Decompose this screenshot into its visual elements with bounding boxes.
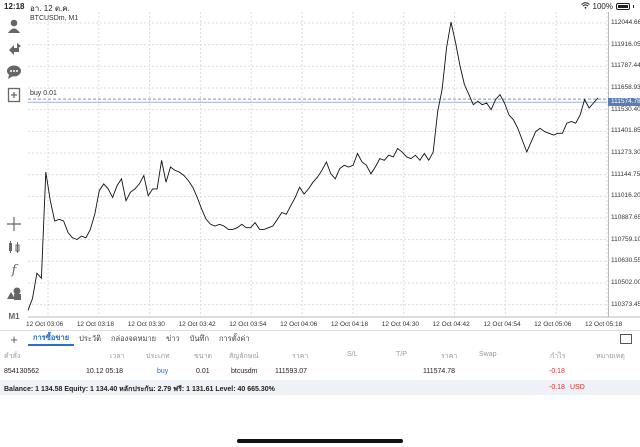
header-type: ประเภท — [146, 353, 170, 360]
x-tick-label: 12 Oct 05:18 — [585, 321, 623, 328]
balance-summary: Balance: 1 134.58 Equity: 1 134.40 หลักป… — [4, 386, 275, 393]
candles-icon[interactable] — [5, 238, 23, 256]
panel-layout-icon[interactable] — [620, 334, 632, 344]
tab-journal[interactable]: บันทึก — [189, 334, 210, 343]
battery-icon — [616, 3, 630, 10]
x-tick-label: 12 Oct 04:30 — [381, 321, 419, 328]
x-tick-label: 12 Oct 05:06 — [534, 321, 572, 328]
tab-trade[interactable]: การซื้อขาย — [28, 332, 75, 346]
order-current-price: 111574.78 — [423, 368, 456, 375]
status-right: 100% — [580, 2, 634, 11]
x-tick-label: 12 Oct 03:42 — [178, 321, 216, 328]
balance-profit: -0.18 — [549, 384, 565, 391]
header-price: ราคา — [441, 353, 458, 360]
left-toolbar: f M1 — [0, 12, 28, 330]
y-tick-label: 110373.45 — [611, 300, 640, 308]
battery-percent: 100% — [592, 2, 613, 11]
y-tick-label: 110759.10 — [611, 235, 640, 243]
y-tick-label: 111016.20 — [611, 192, 640, 200]
wifi-icon — [580, 2, 590, 11]
objects-icon[interactable] — [5, 284, 23, 302]
y-tick-label: 111787.44 — [611, 62, 640, 70]
header-sl: S/L — [347, 351, 358, 358]
header-tp: T/P — [396, 351, 407, 358]
x-tick-label: 12 Oct 03:54 — [229, 321, 267, 328]
account-icon[interactable] — [5, 17, 23, 35]
y-tick-label: 111658.93 — [611, 84, 640, 91]
tab-mailbox[interactable]: กล่องจดหมาย — [111, 334, 157, 343]
status-time: 12:18 — [4, 2, 25, 11]
y-tick-label: 111273.30 — [611, 148, 640, 156]
price-chart[interactable] — [0, 0, 640, 330]
tab-history[interactable]: ประวัติ — [79, 334, 102, 343]
balance-currency: USD — [570, 384, 585, 391]
crosshair-icon[interactable] — [5, 215, 23, 233]
order-size: 0.01 — [196, 368, 210, 375]
x-tick-label: 12 Oct 03:06 — [26, 321, 64, 328]
header-order: คำสั่ง — [4, 353, 21, 360]
header-swap: Swap — [479, 351, 497, 358]
price-axis — [608, 12, 640, 317]
y-tick-label: 112044.66 — [611, 19, 640, 26]
y-tick-label: 110502.00 — [611, 278, 640, 286]
bottom-tabs: + การซื้อขาย ประวัติ กล่องจดหมาย ข่าว บั… — [0, 330, 640, 347]
tab-news[interactable]: ข่าว — [166, 334, 180, 343]
y-tick-label: 111530.40 — [611, 105, 640, 113]
x-tick-label: 12 Oct 04:18 — [330, 321, 369, 328]
home-indicator — [237, 439, 403, 443]
header-profit: กำไร — [550, 353, 566, 360]
x-tick-label: 12 Oct 03:30 — [127, 321, 165, 328]
buy-line-label: buy 0.01 — [30, 90, 57, 98]
x-tick-label: 12 Oct 04:06 — [280, 321, 318, 328]
order-symbol: btcusdm — [231, 368, 258, 375]
table-header: คำสั่ง เวลา ประเภท ขนาด สัญลักษณ์ ราคา S… — [0, 348, 640, 362]
tab-settings[interactable]: การตั้งค่า — [219, 334, 250, 343]
y-tick-label: 111916.05 — [611, 40, 640, 48]
timeframe-m1-button[interactable]: M1 — [8, 311, 20, 321]
indicators-icon[interactable]: f — [11, 262, 17, 278]
order-id: 854130562 — [4, 368, 40, 375]
balance-bar: Balance: 1 134.58 Equity: 1 134.40 หลักป… — [0, 380, 640, 395]
order-time: 10.12 05:18 — [86, 368, 123, 375]
table-row[interactable]: 854130562 10.12 05:18 buy 0.01 btcusdm 1… — [0, 365, 640, 379]
x-tick-label: 12 Oct 04:42 — [432, 321, 470, 328]
price-line-series — [27, 22, 599, 311]
order-type: buy — [157, 368, 169, 375]
trade-arrows-icon[interactable] — [5, 40, 23, 58]
header-open-price: ราคา — [292, 353, 309, 360]
chart-title: BTCUSDm, M1 — [30, 15, 79, 22]
order-open-price: 111593.07 — [275, 368, 308, 375]
header-time: เวลา — [110, 353, 125, 360]
x-tick-label: 12 Oct 04:54 — [483, 321, 521, 328]
status-bar: 12:18 อา. 12 ต.ค. 100% — [0, 0, 640, 13]
y-tick-label: 110630.55 — [611, 257, 640, 265]
y-tick-label: 111401.85 — [611, 127, 640, 135]
header-comment: หมายเหตุ — [596, 353, 625, 360]
current-price-tag: 111574.78 — [608, 98, 640, 107]
x-tick-label: 12 Oct 03:18 — [76, 321, 115, 328]
new-order-icon[interactable] — [5, 86, 23, 104]
add-icon[interactable]: + — [10, 331, 18, 347]
chat-icon[interactable] — [5, 63, 23, 81]
order-profit: -0.18 — [549, 368, 565, 375]
header-size: ขนาด — [194, 353, 213, 360]
y-tick-label: 111144.75 — [611, 170, 640, 178]
header-symbol: สัญลักษณ์ — [229, 353, 259, 360]
status-date: อา. 12 ต.ค. — [30, 4, 70, 13]
y-tick-label: 110887.65 — [611, 213, 640, 221]
